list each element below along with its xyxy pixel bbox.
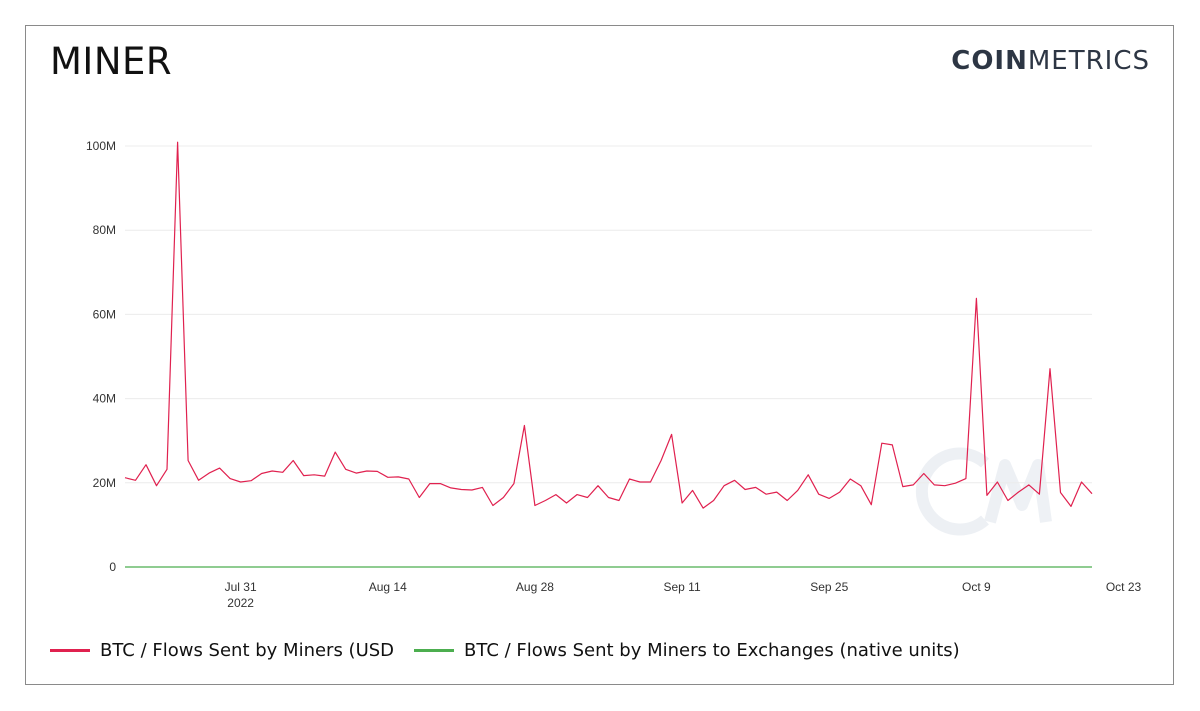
x-tick-label: Sep 11	[663, 580, 700, 594]
chart-legend: BTC / Flows Sent by Miners (USD BTC / Fl…	[50, 640, 980, 661]
legend-label-flows-exchanges: BTC / Flows Sent by Miners to Exchanges …	[464, 640, 960, 661]
legend-label-flows-usd: BTC / Flows Sent by Miners (USD	[100, 640, 395, 661]
legend-item-flows-usd[interactable]: BTC / Flows Sent by Miners (USD	[50, 640, 394, 661]
brand-logo: COINMETRICS	[951, 46, 1150, 76]
x-tick-label: Oct 23	[1106, 580, 1142, 594]
x-tick-label: Aug 14	[369, 580, 407, 594]
coinmetrics-watermark	[915, 447, 1052, 536]
x-tick-sublabel: 2022	[227, 596, 254, 610]
y-tick-label: 60M	[93, 307, 116, 321]
brand-logo-bold: COIN	[951, 46, 1028, 76]
x-tick-label: Oct 9	[962, 580, 991, 594]
chart-frame	[25, 25, 1174, 685]
legend-swatch-flows-usd	[50, 649, 90, 652]
x-tick-label: Sep 25	[810, 580, 848, 594]
x-tick-label: Aug 28	[516, 580, 554, 594]
y-tick-label: 40M	[93, 392, 116, 406]
y-tick-label: 20M	[93, 476, 116, 490]
legend-swatch-flows-exchanges	[414, 649, 455, 652]
chart-title: MINER	[50, 40, 173, 83]
y-tick-label: 80M	[93, 223, 116, 237]
y-tick-label: 100M	[86, 139, 116, 153]
y-tick-label: 0	[109, 560, 116, 574]
series-line-flows-usd	[124, 141, 1093, 509]
legend-item-flows-exchanges[interactable]: BTC / Flows Sent by Miners to Exchanges …	[414, 640, 960, 661]
x-tick-label: Jul 31	[225, 580, 257, 594]
brand-logo-light: METRICS	[1027, 46, 1150, 76]
